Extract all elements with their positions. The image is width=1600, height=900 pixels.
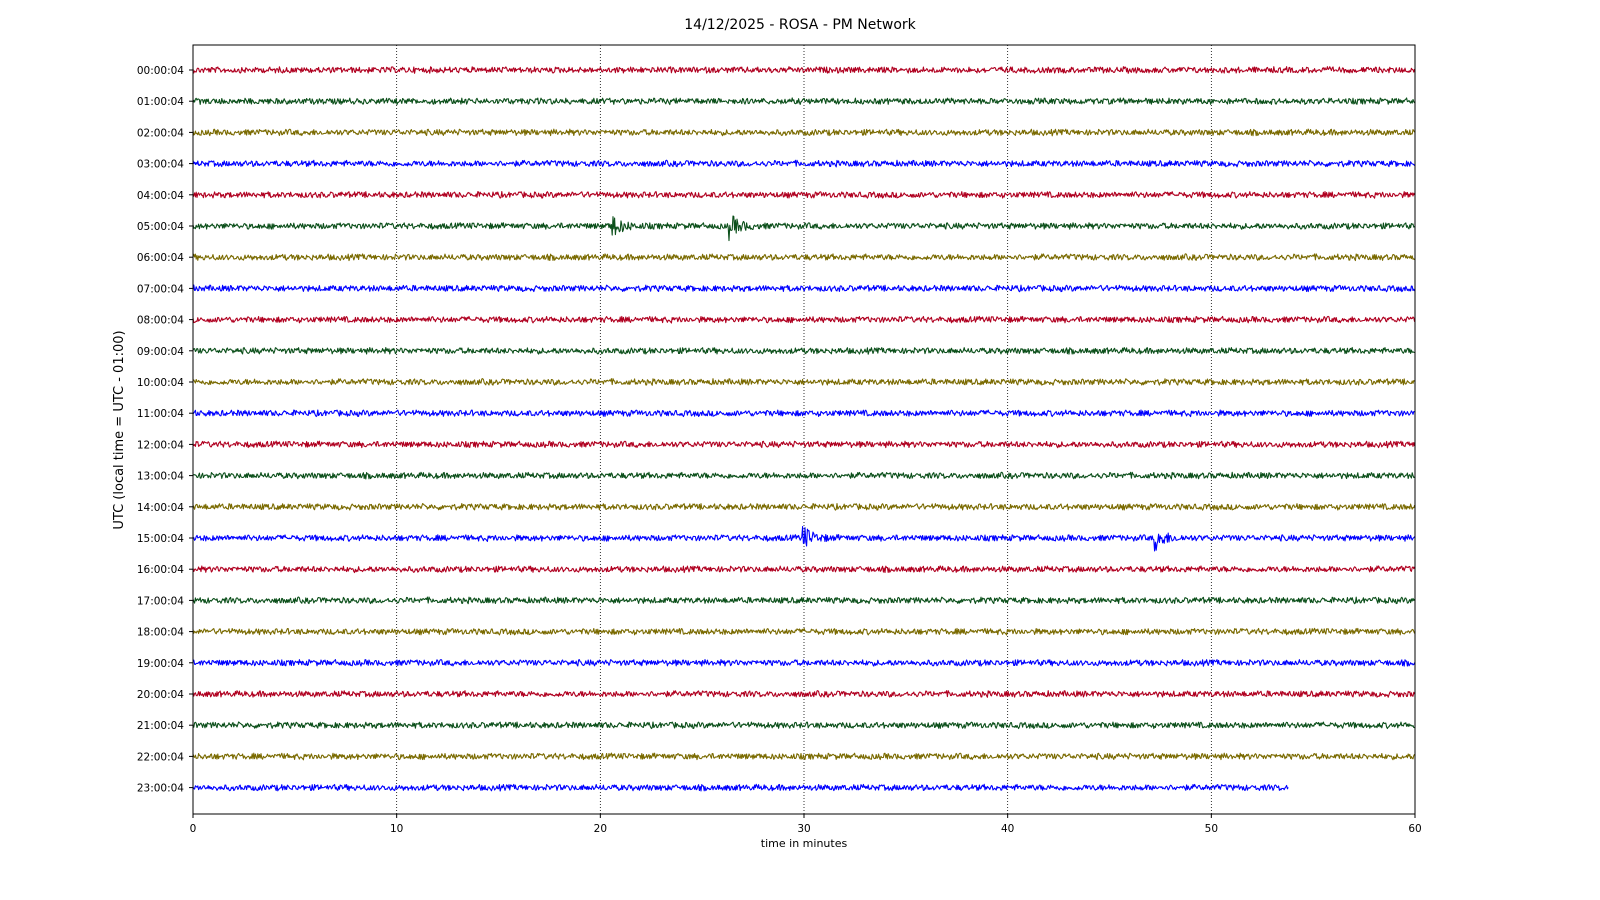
x-axis-label: time in minutes [761, 837, 848, 850]
y-tick-label: 10:00:04 [137, 377, 184, 389]
y-tick-label: 12:00:04 [137, 439, 184, 451]
y-tick-label: 19:00:04 [137, 658, 184, 670]
seismic-trace [192, 471, 1415, 480]
y-tick-label: 17:00:04 [137, 595, 184, 607]
seismic-trace [192, 596, 1416, 605]
seismic-trace [192, 128, 1416, 137]
seismic-trace [192, 721, 1415, 730]
seismic-trace [192, 346, 1415, 355]
y-tick-label: 16:00:04 [137, 564, 184, 576]
trace-layer [192, 66, 1416, 792]
grid-lines [396, 45, 1212, 814]
seismic-trace [192, 659, 1416, 667]
x-tick-label: 60 [1408, 823, 1421, 835]
x-tick-label: 20 [594, 823, 607, 835]
y-tick-label: 08:00:04 [137, 315, 184, 327]
x-tick-label: 30 [797, 823, 810, 835]
seismic-trace [192, 66, 1416, 74]
x-tick-label: 50 [1205, 823, 1218, 835]
seismic-trace [192, 409, 1415, 418]
y-tick-label: 23:00:04 [137, 783, 184, 795]
y-tick-label: 20:00:04 [137, 689, 184, 701]
seismic-trace [192, 565, 1416, 574]
seismic-trace [192, 783, 1289, 792]
y-tick-label: 05:00:04 [137, 221, 184, 233]
seismic-trace [192, 97, 1416, 106]
y-tick-label: 04:00:04 [137, 190, 184, 202]
seismic-trace [192, 690, 1416, 698]
y-tick-label: 06:00:04 [137, 252, 184, 264]
seismic-trace [192, 315, 1416, 324]
y-tick-label: 00:00:04 [137, 65, 184, 77]
x-tick-label: 0 [190, 823, 197, 835]
y-tick-label: 18:00:04 [137, 627, 184, 639]
y-tick-label: 07:00:04 [137, 283, 184, 295]
y-tick-label: 22:00:04 [137, 751, 184, 763]
y-axis-ticks: 00:00:04 01:00:04 02:00:04 03:00:04 04:00:04… [137, 65, 193, 795]
y-tick-label: 14:00:04 [137, 502, 184, 514]
chart-title: 14/12/2025 - ROSA - PM Network [684, 17, 916, 33]
seismic-trace [192, 284, 1416, 293]
x-axis-ticks: 0 10 20 30 40 50 60 [190, 814, 1422, 835]
seismic-trace [192, 525, 1416, 552]
y-tick-label: 09:00:04 [137, 346, 184, 358]
seismic-trace [192, 159, 1416, 168]
seismic-trace [192, 191, 1416, 199]
y-tick-label: 13:00:04 [137, 471, 184, 483]
seismic-trace [192, 253, 1416, 262]
y-tick-label: 02:00:04 [137, 127, 184, 139]
seismic-trace [192, 378, 1416, 386]
y-tick-label: 11:00:04 [137, 408, 184, 420]
seismic-trace [192, 215, 1415, 242]
y-tick-label: 15:00:04 [137, 533, 184, 545]
y-tick-label: 03:00:04 [137, 159, 184, 171]
x-tick-label: 10 [390, 823, 403, 835]
y-tick-label: 01:00:04 [137, 96, 184, 108]
seismic-trace [192, 627, 1416, 636]
seismic-trace [192, 440, 1416, 449]
seismic-trace [192, 503, 1416, 511]
y-axis-label: UTC (local time = UTC - 01:00) [112, 330, 127, 529]
seismic-trace [192, 752, 1416, 761]
y-tick-label: 21:00:04 [137, 720, 184, 732]
x-tick-label: 40 [1001, 823, 1014, 835]
